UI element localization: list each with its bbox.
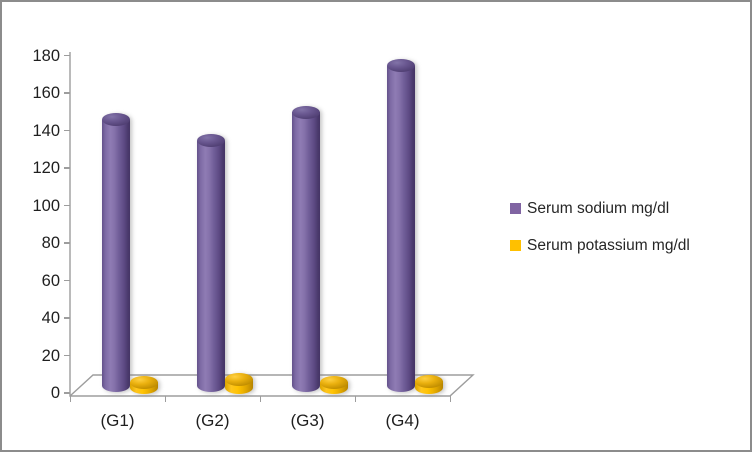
cylinder-bar-s1-g1 [129,375,158,394]
y-tick-label: 0 [50,384,60,402]
y-tick-mark [64,54,70,57]
y-tick-label: 60 [41,271,60,290]
x-category-label: (G1) [100,411,135,430]
cylinder-body [196,140,225,392]
legend-item: Serum sodium mg/dl [510,198,669,219]
x-category-label: (G4) [385,411,420,430]
y-tick-label: 120 [32,159,60,177]
y-tick-mark [64,317,70,319]
cylinder-top-face [101,113,130,127]
y-tick-mark [64,354,70,357]
cylinder-bar-s1-g3 [319,375,348,394]
cylinder-body [386,65,415,392]
y-tick-mark [64,204,70,207]
y-tick-mark [64,92,70,94]
y-tick-label: 100 [32,196,60,215]
y-tick-label: 80 [41,234,60,252]
cylinder-top-face [291,105,320,119]
y-tick-label: 140 [32,121,60,140]
cylinder-body [291,112,320,392]
cylinder-bar-s1-g2 [224,372,253,394]
x-tick-mark [165,396,167,402]
cylinder-bar-s1-g4 [414,374,443,394]
y-tick-label: 180 [32,46,60,65]
cylinder-top-face [386,59,415,72]
y-tick-mark [64,242,70,244]
x-category-label: (G3) [290,411,325,430]
y-tick-mark [64,279,70,282]
cylinder-top-face [129,375,158,389]
x-tick-mark [450,396,452,402]
x-tick-mark [260,396,262,402]
cylinder-bar-s0-g1 [101,113,130,392]
legend-label: Serum potassium mg/dl [527,236,690,254]
legend-item: Serum potassium mg/dl [510,235,690,256]
cylinder-bar-s0-g3 [291,105,320,392]
cylinder-bar-s0-g2 [196,134,225,392]
cylinder-top-face [196,134,225,147]
cylinder-top-face [414,374,443,388]
y-tick-mark [64,129,70,132]
cylinder-top-face [224,372,253,386]
legend-label: Serum sodium mg/dl [527,199,670,217]
y-tick-label: 160 [32,84,60,102]
cylinder-top-face [319,375,348,389]
legend-swatch [510,203,521,214]
y-tick-label: 20 [41,346,60,365]
y-tick-label: 40 [41,309,60,327]
y-tick-mark [64,167,70,169]
legend-swatch [510,240,521,251]
y-tick-mark [64,392,70,394]
cylinder-bar-s0-g4 [386,59,415,392]
x-tick-mark [355,396,357,402]
cylinder-body [101,119,130,392]
x-category-label: (G2) [195,411,230,430]
x-tick-mark [70,396,72,402]
